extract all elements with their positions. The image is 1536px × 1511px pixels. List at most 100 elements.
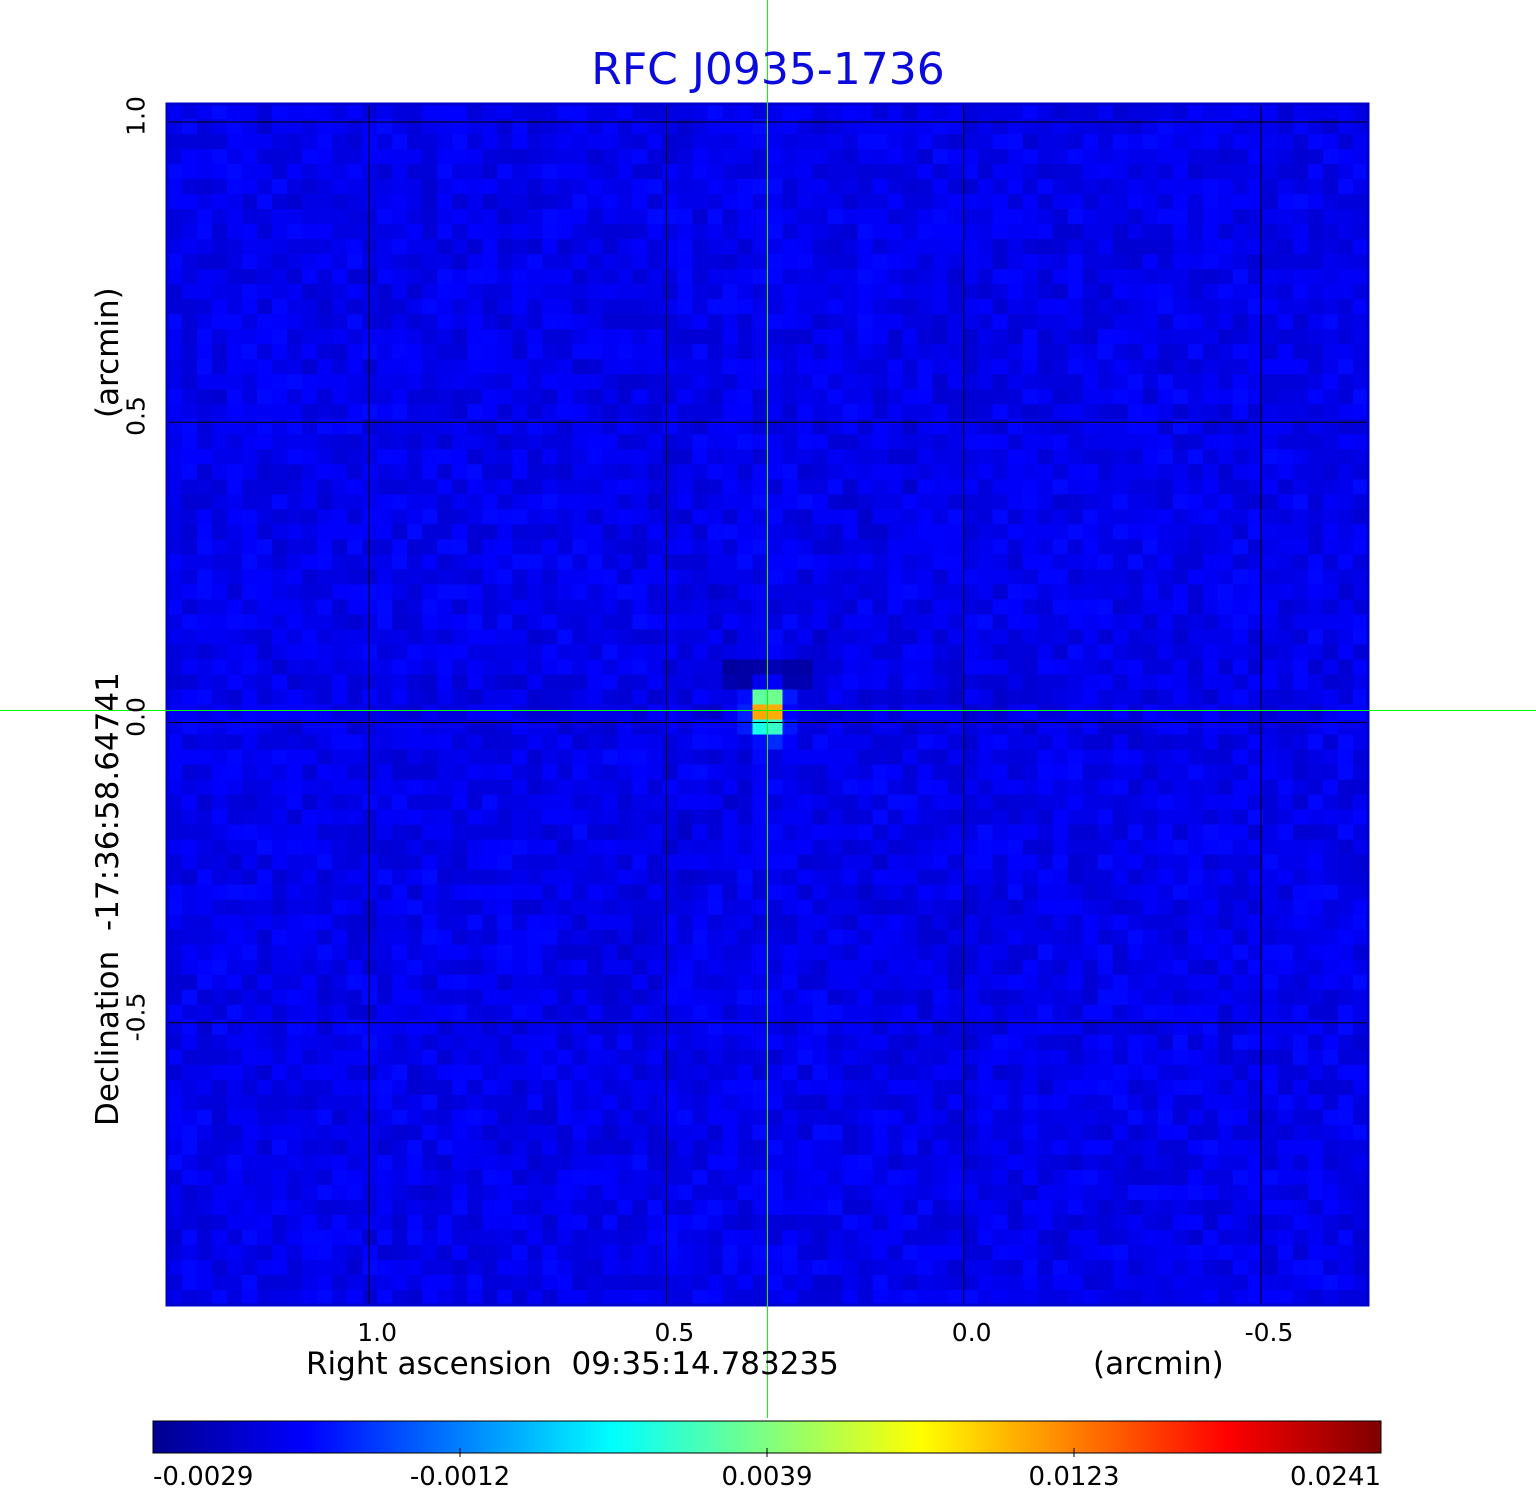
heatmap-cell <box>617 959 633 976</box>
heatmap-cell <box>872 599 889 616</box>
heatmap-cell <box>602 539 618 555</box>
heatmap-cell <box>482 239 498 255</box>
heatmap-cell <box>1007 269 1024 285</box>
heatmap-cell <box>1277 764 1294 781</box>
heatmap-cell <box>1052 554 1069 570</box>
heatmap-cell <box>887 644 904 661</box>
heatmap-cell <box>212 974 228 991</box>
heatmap-cell <box>857 884 874 901</box>
heatmap-cell <box>677 764 694 781</box>
heatmap-cell <box>452 704 468 721</box>
heatmap-cell <box>1262 569 1279 585</box>
heatmap-cell <box>1022 509 1039 525</box>
heatmap-cell <box>407 149 423 165</box>
heatmap-cell <box>1157 929 1174 946</box>
heatmap-cell <box>302 584 318 601</box>
heatmap-cell <box>1022 779 1039 796</box>
heatmap-cell <box>857 209 874 225</box>
heatmap-cell <box>1277 914 1294 931</box>
heatmap-cell <box>782 764 799 781</box>
heatmap-cell <box>1067 719 1084 736</box>
heatmap-cell <box>1292 719 1309 736</box>
heatmap-cell <box>1052 209 1069 225</box>
heatmap-cell <box>1187 479 1204 495</box>
heatmap-cell <box>1352 569 1369 585</box>
heatmap-cell <box>1022 179 1039 195</box>
heatmap-cell <box>752 599 769 616</box>
heatmap-cell <box>1187 584 1204 601</box>
heatmap-cell <box>212 254 228 270</box>
heatmap-cell <box>362 269 378 285</box>
heatmap-cell <box>647 359 664 375</box>
heatmap-cell <box>332 149 348 165</box>
heatmap-cell <box>1172 194 1189 210</box>
heatmap-cell <box>497 704 513 721</box>
heatmap-cell <box>752 629 769 646</box>
heatmap-cell <box>1142 119 1159 135</box>
heatmap-cell <box>497 464 513 480</box>
heatmap-cell <box>917 809 934 826</box>
heatmap-cell <box>842 224 859 240</box>
heatmap-cell <box>362 299 378 315</box>
heatmap-cell <box>1277 539 1294 555</box>
heatmap-cell <box>782 809 799 826</box>
heatmap-cell <box>1232 434 1249 450</box>
heatmap-cell <box>1277 989 1294 1006</box>
heatmap-cell <box>377 674 393 691</box>
heatmap-cell <box>1337 779 1354 796</box>
heatmap-cell <box>887 599 904 616</box>
heatmap-cell <box>752 449 769 465</box>
heatmap-cell <box>632 149 648 165</box>
heatmap-cell <box>527 329 543 345</box>
heatmap-cell <box>287 869 303 886</box>
heatmap-cell <box>602 659 618 676</box>
heatmap-cell <box>557 119 573 135</box>
heatmap-cell <box>1307 104 1324 120</box>
heatmap-cell <box>482 509 498 525</box>
heatmap-cell <box>332 764 348 781</box>
heatmap-cell <box>962 374 979 390</box>
heatmap-cell <box>1322 479 1339 495</box>
heatmap-cell <box>557 569 573 585</box>
heatmap-cell <box>602 389 618 405</box>
heatmap-cell <box>227 854 243 871</box>
heatmap-cell <box>467 509 483 525</box>
heatmap-cell <box>842 809 859 826</box>
heatmap-cell <box>647 749 664 766</box>
heatmap-cell <box>407 599 423 616</box>
heatmap-cell <box>167 734 183 751</box>
heatmap-cell <box>1277 719 1294 736</box>
heatmap-cell <box>842 389 859 405</box>
heatmap-cell <box>1007 809 1024 826</box>
heatmap-cell <box>812 884 829 901</box>
heatmap-cell <box>857 284 874 300</box>
heatmap-cell <box>227 239 243 255</box>
heatmap-cell <box>977 839 994 856</box>
heatmap-cell <box>1082 1019 1099 1036</box>
heatmap-cell <box>1262 524 1279 540</box>
heatmap-cell <box>482 464 498 480</box>
heatmap-cell <box>767 704 784 721</box>
heatmap-cell <box>707 794 724 811</box>
heatmap-cell <box>572 839 588 856</box>
heatmap-cell <box>827 254 844 270</box>
heatmap-cell <box>167 284 183 300</box>
heatmap-cell <box>662 209 679 225</box>
heatmap-cell <box>782 869 799 886</box>
heatmap-cell <box>677 884 694 901</box>
heatmap-cell <box>437 944 453 961</box>
heatmap-cell <box>977 824 994 841</box>
heatmap-cell <box>1262 749 1279 766</box>
heatmap-cell <box>1052 704 1069 721</box>
heatmap-cell <box>242 824 258 841</box>
heatmap-cell <box>617 239 633 255</box>
heatmap-cell <box>977 149 994 165</box>
heatmap-cell <box>287 479 303 495</box>
heatmap-cell <box>1322 329 1339 345</box>
heatmap-cell <box>587 809 603 826</box>
heatmap-cell <box>1127 659 1144 676</box>
heatmap-cell <box>872 824 889 841</box>
heatmap-cell <box>692 284 709 300</box>
heatmap-cell <box>287 404 303 420</box>
heatmap-cell <box>407 554 423 570</box>
